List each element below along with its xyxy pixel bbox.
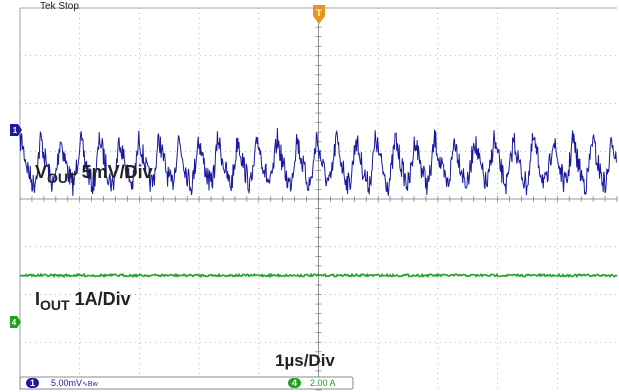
vout-label-subscript: OUT <box>47 170 77 186</box>
trigger-position-marker[interactable]: T <box>313 5 325 24</box>
ch1-level-marker[interactable]: 1 <box>10 124 22 136</box>
ch1-scale-readout: 5.00mV∿Bw <box>51 378 99 388</box>
channel-readout-bar: 1 5.00mV∿Bw 4 2.00 A <box>19 376 354 390</box>
ch4-scale-readout: 2.00 A <box>310 378 336 388</box>
ch4-badge <box>288 378 301 388</box>
ch4-badge-number: 4 <box>292 378 297 388</box>
iout-label-scale: 1A/Div <box>70 289 131 309</box>
ch4-marker-label: 4 <box>12 318 17 327</box>
iout-label-main: I <box>35 289 40 309</box>
ch1-scale-value: 5.00mV <box>51 378 82 388</box>
ch1-bandwidth-icon: ∿Bw <box>82 381 99 388</box>
vout-label: VOUT 5mV/Div <box>35 162 153 186</box>
graticule <box>19 7 618 391</box>
iout-label: IOUT 1A/Div <box>35 289 131 313</box>
ch1-readout[interactable]: 1 5.00mV∿Bw <box>26 378 99 388</box>
ch1-vout-trace <box>19 127 617 196</box>
time-scale-label: 1µs/Div <box>275 351 335 370</box>
readout-frame <box>19 376 354 390</box>
ch4-iout-trace <box>19 272 618 279</box>
vout-label-main: V <box>35 162 47 182</box>
ch1-badge <box>26 378 39 388</box>
ch4-level-marker[interactable]: 4 <box>10 316 21 328</box>
ch1-marker-label: 1 <box>13 126 18 135</box>
acquisition-status: Tek Stop <box>40 1 79 12</box>
ch1-badge-number: 1 <box>30 378 35 388</box>
ch4-readout[interactable]: 4 2.00 A <box>288 378 336 388</box>
trigger-marker-label: T <box>316 8 322 18</box>
vout-label-scale: 5mV/Div <box>77 162 153 182</box>
iout-label-subscript: OUT <box>40 297 70 313</box>
